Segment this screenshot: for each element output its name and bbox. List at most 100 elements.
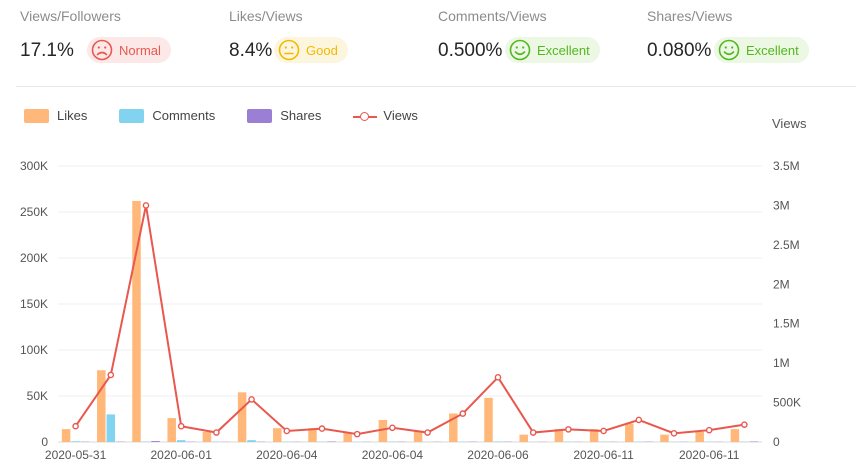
metric-value: 0.080% [647,40,712,61]
views-point [741,421,748,428]
status-badge: Excellent [714,37,809,63]
likes-bar [202,431,212,442]
likes-bar [484,397,493,442]
legend-item-comments[interactable]: Comments [119,108,215,123]
views-point [635,416,643,424]
metric-label: Comments/Views [438,8,547,24]
y2-tick-label: 1.5M [773,317,800,331]
comments-swatch [119,108,145,123]
likes-bar [413,430,423,442]
x-tick-label: 2020-06-04 [362,448,424,462]
x-tick-label: 2020-06-06 [467,448,529,462]
views-point [213,429,220,436]
y2-tick-label: 3M [773,198,790,212]
likes-bar [449,413,458,442]
comments-bar [493,441,503,442]
views-point [705,426,713,434]
y2-tick-label: 0 [773,435,780,449]
views-point [353,430,361,438]
views-point [670,430,678,437]
likes-swatch [24,108,49,123]
likes-bar [730,429,740,442]
metric-label: Views/Followers [20,8,121,24]
status-badge: Normal [87,37,171,63]
x-tick-label: 2020-05-31 [45,448,107,462]
comments-bar [106,414,116,442]
views-line [74,205,745,436]
views-point [529,429,537,436]
likes-bar [378,419,388,442]
x-tick-label: 2020-06-11 [573,448,634,462]
status-text: Normal [119,42,161,58]
comments-bar [71,441,80,442]
x-tick-label: 2020-06-11 [679,448,740,462]
views-point [424,429,431,436]
status-text: Excellent [746,42,799,58]
x-tick-label: 2020-06-04 [256,448,318,462]
views-point [600,427,607,435]
y2-tick-label: 3.5M [773,159,800,173]
legend-label-views: Views [383,108,418,123]
views-point [107,371,115,379]
views-point [318,425,326,432]
views-point [177,422,185,430]
comments-bar [176,440,186,442]
legend-item-likes[interactable]: Likes [24,108,87,123]
views-point [389,424,396,432]
likes-bar [589,429,599,442]
happy-face-icon [718,39,740,61]
y-tick-label: 200K [20,251,48,265]
legend-label-comments: Comments [152,108,216,123]
sad-face-icon [91,39,113,61]
y2-tick-label: 2.5M [773,238,800,252]
likes-bar [554,429,564,442]
x-tick-label: 2020-06-01 [151,448,213,462]
likes-bar [167,418,176,442]
metric-label: Likes/Views [229,8,303,24]
chart-legend: Likes Comments Shares Views [24,108,450,123]
y-tick-label: 250K [20,205,48,219]
status-badge: Good [274,37,348,63]
y-tick-label: 150K [20,297,48,311]
likes-bar [695,431,704,442]
y-tick-label: 100K [20,343,48,357]
status-badge: Excellent [505,37,600,63]
neutral-face-icon [278,39,300,61]
shares-swatch [247,108,273,123]
comments-bar [247,440,256,442]
views-point [72,422,79,430]
header-divider [16,86,856,87]
status-text: Excellent [537,42,590,58]
legend-label-likes: Likes [57,108,88,123]
legend-item-shares[interactable]: Shares [247,108,321,123]
likes-bar [61,429,71,442]
views-point [283,427,291,435]
happy-face-icon [509,39,531,61]
likes-bar [273,428,282,442]
views-line-swatch [353,109,378,123]
likes-bar [660,434,669,442]
y2-tick-label: 2M [773,277,790,291]
views-point [494,374,502,381]
status-text: Good [306,42,338,58]
metric-value: 0.500% [438,40,503,61]
legend-item-views[interactable]: Views [353,108,418,123]
y-tick-label: 300K [20,159,48,173]
right-axis-title: Views [772,116,807,131]
shares-bar [151,441,160,442]
metric-value: 17.1% [20,40,74,61]
views-point [459,410,467,417]
metric-value: 8.4% [229,40,273,61]
likes-bar [625,423,634,442]
legend-label-shares: Shares [280,108,322,123]
views-point [142,202,150,209]
y-tick-label: 50K [27,389,48,403]
likes-bar [343,432,352,442]
y-tick-label: 0 [41,435,48,449]
likes-bar [132,200,141,442]
views-point [248,396,255,403]
y2-tick-label: 500K [773,396,801,410]
likes-bar [519,434,528,442]
likes-bar [308,428,317,442]
